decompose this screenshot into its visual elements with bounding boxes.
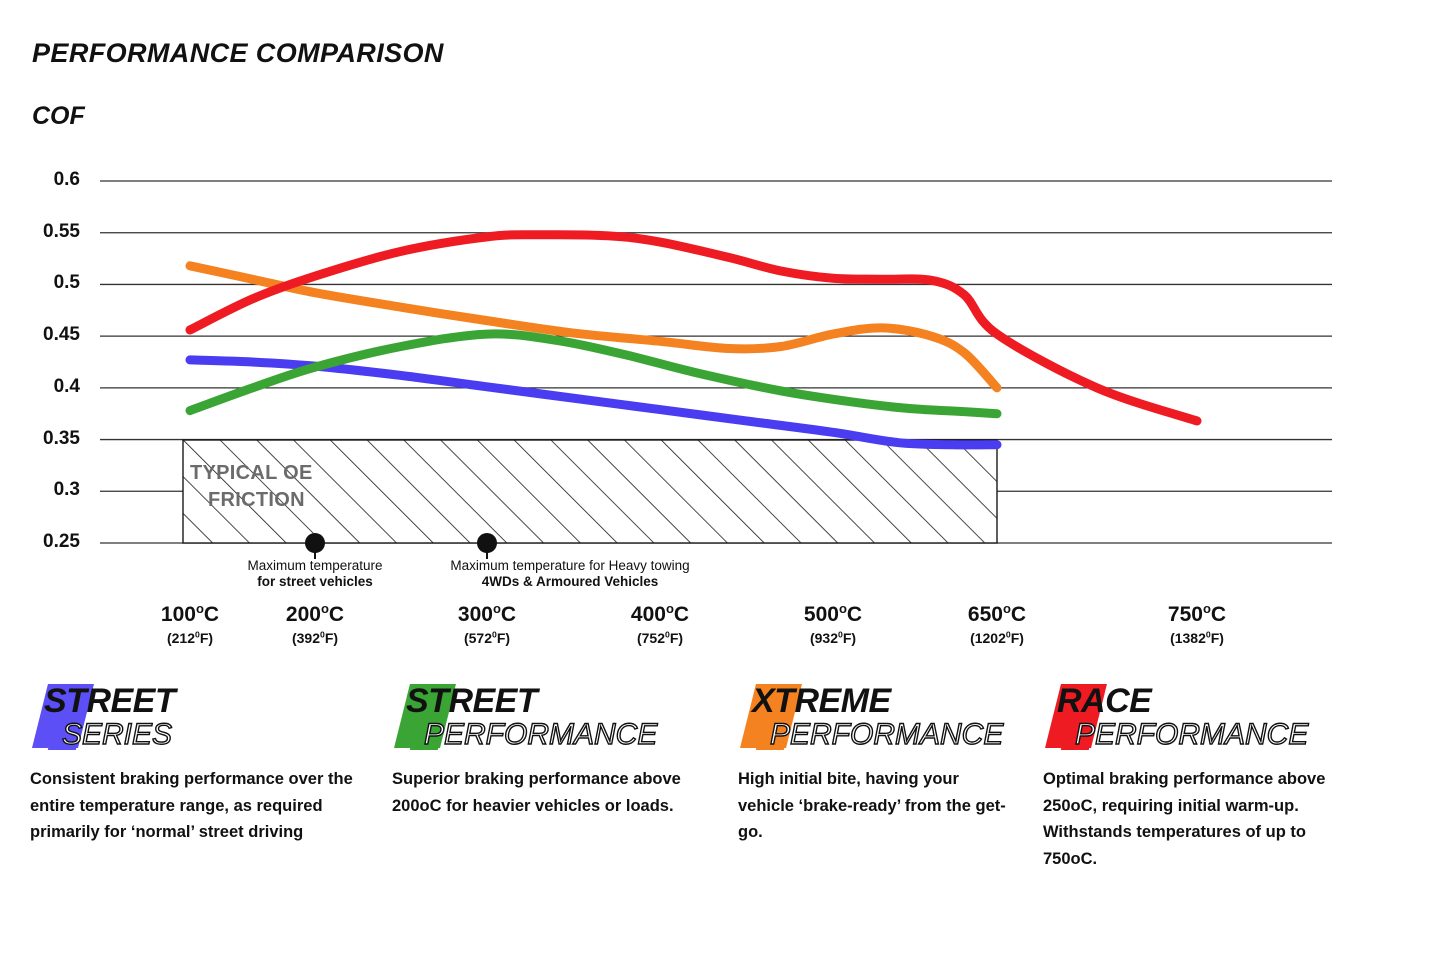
tick-celsius: 750oC [1167, 601, 1227, 626]
product-logo: STREET PERFORMANCE [392, 672, 732, 758]
x-axis-tick-650c: 650oC (12020F) [922, 601, 1072, 646]
logo-top-text: RACE [1057, 682, 1152, 720]
product-logo: STREET SERIES [30, 672, 370, 758]
y-axis-tick-label: 0.55 [43, 220, 80, 242]
y-axis-tick-label: 0.6 [53, 169, 80, 190]
annotation-dot-0[interactable] [305, 533, 325, 553]
annotation-dot-1[interactable] [477, 533, 497, 553]
series-line-xtreme-performance [185, 261, 1002, 393]
chart-plot-area: 0.6 0.55 0.5 0.45 0.4 0.35 0.3 0.25 TYPICAL OE … [43, 169, 1332, 646]
product-block-street-performance[interactable]: STREET PERFORMANCE Superior braking perfor… [392, 672, 722, 815]
logo-top-text: XTREME [752, 682, 891, 720]
tick-celsius: 100oC [160, 601, 220, 626]
series-line-street-performance [185, 329, 1002, 419]
chart-svg [100, 180, 1332, 559]
x-axis-tick-300c: 300oC (5720F) [412, 601, 562, 646]
y-axis-tick-label: 0.35 [43, 427, 80, 449]
tick-celsius: 400oC [630, 601, 690, 626]
logo-bottom-text: PERFORMANCE [423, 717, 658, 751]
product-description: Consistent braking performance over the … [30, 770, 353, 842]
tick-fahrenheit: (7520F) [636, 629, 684, 646]
x-axis-tick-100c: 100oC (2120F) [115, 601, 265, 646]
tick-fahrenheit: (2120F) [166, 629, 214, 646]
x-axis-tick-750c: 750oC (13820F) [1122, 601, 1272, 646]
tick-celsius: 650oC [967, 601, 1027, 626]
y-axis-title: COF [32, 102, 85, 130]
oe-label-line1: TYPICAL OE [190, 462, 313, 484]
tick-fahrenheit: (12020F) [970, 629, 1024, 646]
annotation-line1: Maximum temperature [247, 558, 383, 573]
logo-top-text: STREET [406, 682, 538, 720]
annotation-markers [305, 533, 497, 559]
typical-oe-friction-label: TYPICAL OE FRICTION [190, 460, 313, 514]
product-block-xtreme-performance[interactable]: XTREME PERFORMANCE High initial bite, havi… [738, 672, 1018, 841]
product-logo: RACE PERFORMANCE [1043, 672, 1383, 758]
x-axis-tick-200c: 200oC (3920F) [240, 601, 390, 646]
oe-label-line2: FRICTION [208, 489, 305, 511]
product-description: High initial bite, having your vehicle ‘… [738, 770, 1006, 842]
logo-bottom-text: SERIES [61, 717, 173, 751]
data-series-group [185, 230, 1202, 450]
y-axis-tick-label: 0.45 [43, 324, 80, 346]
tick-fahrenheit: (9320F) [809, 629, 857, 646]
y-axis-tick-label: 0.5 [53, 272, 80, 294]
typical-oe-friction-band [182, 439, 998, 544]
annotation-note-street-vehicles: Maximum temperature for street vehicles [247, 558, 382, 591]
y-axis-tick-label: 0.4 [53, 375, 80, 397]
product-logo: XTREME PERFORMANCE [738, 672, 1078, 758]
series-line-race-performance [185, 230, 1202, 426]
logo-top-text: STREET [44, 682, 176, 720]
product-legend-row: STREET SERIES Consistent braking performan… [0, 672, 1445, 972]
page-title: PERFORMANCE COMPARISON [32, 38, 444, 68]
annotation-note-heavy-towing: Maximum temperature for Heavy towing 4WD… [450, 558, 689, 591]
tick-celsius: 200oC [285, 601, 345, 626]
tick-celsius: 300oC [457, 601, 517, 626]
product-description: Superior braking performance above 200oC… [392, 770, 681, 815]
product-description: Optimal braking performance above 250oC,… [1043, 770, 1326, 869]
tick-celsius: 500oC [803, 601, 863, 626]
x-axis-tick-400c: 400oC (7520F) [585, 601, 735, 646]
tick-fahrenheit: (5720F) [463, 629, 511, 646]
tick-fahrenheit: (13820F) [1170, 629, 1224, 646]
annotation-line2: for street vehicles [257, 574, 373, 590]
logo-bottom-text: PERFORMANCE [1074, 717, 1309, 751]
y-axis-tick-label: 0.25 [43, 531, 80, 552]
x-axis-tick-500c: 500oC (9320F) [758, 601, 908, 646]
product-block-street-series[interactable]: STREET SERIES Consistent braking performan… [30, 672, 370, 841]
logo-bottom-text: PERFORMANCE [769, 717, 1004, 751]
tick-fahrenheit: (3920F) [291, 629, 339, 646]
product-block-race-performance[interactable]: RACE PERFORMANCE Optimal braking performan… [1043, 672, 1373, 868]
annotation-line2: 4WDs & Armoured Vehicles [481, 574, 659, 590]
annotation-line1: Maximum temperature for Heavy towing [450, 558, 690, 573]
y-axis-tick-label: 0.3 [53, 479, 80, 501]
